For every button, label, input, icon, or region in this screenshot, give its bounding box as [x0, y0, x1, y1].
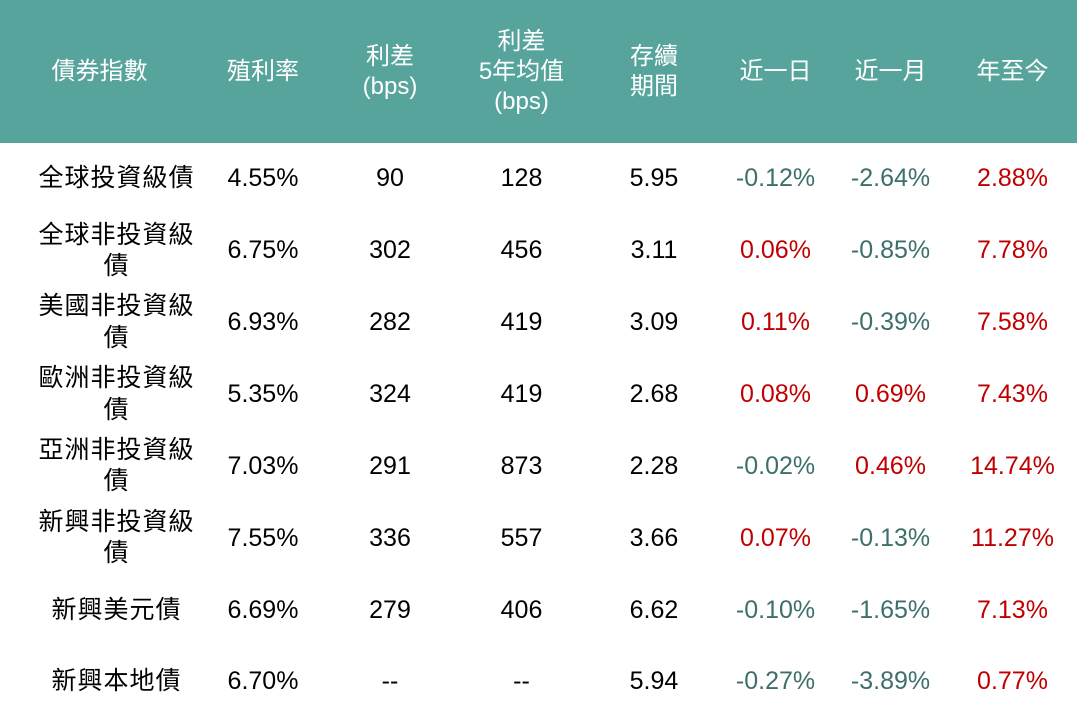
spread-5y-avg-value: 406	[500, 595, 543, 624]
change-1d-value: -0.27%	[735, 667, 816, 696]
yield-value: 6.75%	[227, 236, 299, 265]
spread-5y-avg-value: 873	[500, 451, 543, 480]
bond-index-name: 歐洲非投資級債	[38, 364, 195, 424]
table-row: 新興非投資級債 7.55% 336 557 3.66 0.07% -0.13% …	[0, 502, 1077, 574]
duration-value: 2.28	[629, 451, 679, 480]
change-ytd-value: 0.77%	[977, 667, 1048, 696]
duration-value: 5.95	[629, 164, 679, 193]
bond-index-name: 全球投資級債	[38, 164, 195, 193]
spread-value: 324	[369, 379, 411, 408]
change-ytd-value: 14.74%	[970, 451, 1055, 480]
spread-value: 302	[369, 236, 411, 265]
change-ytd-value: 7.58%	[977, 308, 1048, 337]
duration-value: 6.62	[629, 595, 679, 624]
table-row: 全球非投資級債 6.75% 302 456 3.11 0.06% -0.85% …	[0, 215, 1077, 287]
spread-5y-avg-value: 419	[500, 308, 543, 337]
change-1m-value: -0.85%	[850, 236, 931, 265]
change-ytd-value: 2.88%	[977, 164, 1048, 193]
table-row: 歐洲非投資級債 5.35% 324 419 2.68 0.08% 0.69% 7…	[0, 359, 1077, 431]
duration-value: 2.68	[629, 379, 679, 408]
yield-value: 7.55%	[227, 523, 299, 552]
bond-index-name: 亞洲非投資級債	[38, 436, 195, 496]
table-row: 新興美元債 6.69% 279 406 6.62 -0.10% -1.65% 7…	[0, 574, 1077, 646]
spread-5y-avg-value: --	[513, 667, 530, 696]
column-header-change-ytd: 年至今	[976, 57, 1049, 85]
change-1d-value: 0.07%	[740, 523, 811, 552]
spread-value: 90	[376, 164, 404, 193]
column-header-change-1m: 近一月	[854, 57, 927, 85]
table-row: 新興本地債 6.70% -- -- 5.94 -0.27% -3.89% 0.7…	[0, 646, 1077, 718]
column-header-duration: 存續 期間	[630, 42, 678, 100]
bond-index-name: 美國非投資級債	[38, 292, 195, 352]
spread-value: 336	[369, 523, 411, 552]
bond-index-name: 全球非投資級債	[38, 220, 195, 280]
column-header-bond-index: 債券指數	[51, 57, 148, 85]
change-1m-value: -3.89%	[850, 667, 931, 696]
change-1d-value: -0.12%	[735, 164, 816, 193]
change-1m-value: -0.13%	[850, 523, 931, 552]
spread-5y-avg-value: 456	[500, 236, 543, 265]
duration-value: 5.94	[629, 667, 679, 696]
spread-value: 279	[369, 595, 411, 624]
bond-index-name: 新興美元債	[51, 595, 182, 624]
change-ytd-value: 7.13%	[977, 595, 1048, 624]
change-1d-value: -0.10%	[735, 595, 816, 624]
spread-value: 291	[369, 451, 411, 480]
change-1d-value: 0.11%	[740, 308, 811, 337]
change-1m-value: -0.39%	[850, 308, 931, 337]
spread-value: --	[381, 667, 399, 696]
table-row: 亞洲非投資級債 7.03% 291 873 2.28 -0.02% 0.46% …	[0, 431, 1077, 503]
table-row: 全球投資級債 4.55% 90 128 5.95 -0.12% -2.64% 2…	[0, 143, 1077, 215]
column-header-spread-5y-avg: 利差 5年均值 (bps)	[478, 27, 565, 115]
duration-value: 3.09	[629, 308, 679, 337]
change-1m-value: 0.46%	[855, 451, 926, 480]
change-ytd-value: 11.27%	[971, 523, 1054, 552]
change-1m-value: -1.65%	[850, 595, 931, 624]
duration-value: 3.66	[629, 523, 679, 552]
column-header-spread: 利差 (bps)	[362, 42, 418, 100]
bond-index-name: 新興非投資級債	[38, 508, 195, 568]
yield-value: 6.69%	[227, 595, 299, 624]
yield-value: 6.93%	[227, 308, 299, 337]
yield-value: 7.03%	[227, 451, 299, 480]
spread-value: 282	[369, 308, 411, 337]
yield-value: 6.70%	[227, 667, 299, 696]
duration-value: 3.11	[630, 236, 678, 265]
spread-5y-avg-value: 557	[500, 523, 543, 552]
change-1m-value: -2.64%	[850, 164, 931, 193]
yield-value: 4.55%	[227, 164, 299, 193]
change-1d-value: 0.06%	[740, 236, 811, 265]
bond-index-name: 新興本地債	[51, 667, 182, 696]
change-ytd-value: 7.43%	[977, 379, 1048, 408]
table-header-row: 債券指數 殖利率 利差 (bps) 利差 5年均值 (bps) 存續 期間 近一…	[0, 0, 1077, 143]
column-header-yield: 殖利率	[227, 57, 299, 85]
spread-5y-avg-value: 419	[500, 379, 543, 408]
change-1m-value: 0.69%	[855, 379, 926, 408]
column-header-change-1d: 近一日	[739, 57, 812, 85]
change-ytd-value: 7.78%	[977, 236, 1048, 265]
change-1d-value: -0.02%	[735, 451, 816, 480]
table-row: 美國非投資級債 6.93% 282 419 3.09 0.11% -0.39% …	[0, 287, 1077, 359]
yield-value: 5.35%	[227, 379, 299, 408]
spread-5y-avg-value: 128	[500, 164, 543, 193]
change-1d-value: 0.08%	[740, 379, 811, 408]
